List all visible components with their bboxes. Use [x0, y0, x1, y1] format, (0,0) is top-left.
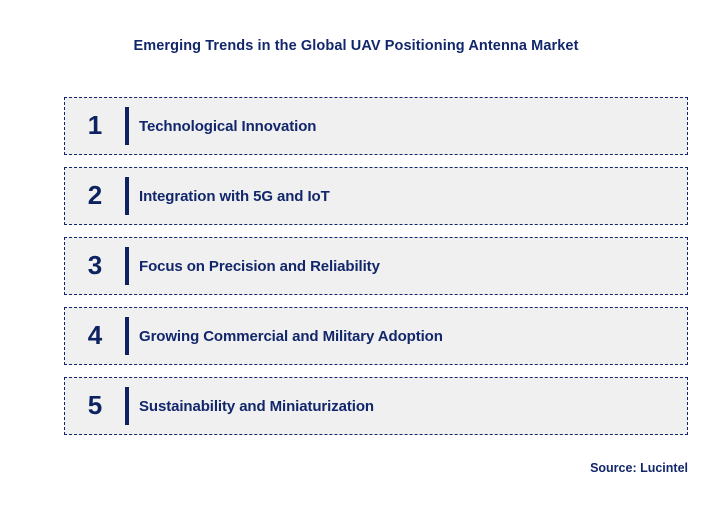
trend-list: 1 Technological Innovation 2 Integration… — [64, 97, 688, 435]
divider-bar — [125, 387, 129, 425]
trend-number: 2 — [87, 180, 103, 210]
list-item: 3 Focus on Precision and Reliability — [64, 237, 688, 295]
trend-number: 4 — [87, 320, 103, 350]
trend-label: Integration with 5G and IoT — [139, 187, 330, 205]
list-item: 5 Sustainability and Miniaturization — [64, 377, 688, 435]
trend-label: Focus on Precision and Reliability — [139, 257, 380, 275]
divider-bar — [125, 177, 129, 215]
trend-number: 5 — [87, 390, 103, 420]
trend-number: 3 — [87, 250, 103, 280]
trend-label: Sustainability and Miniaturization — [139, 397, 374, 415]
page-title: Emerging Trends in the Global UAV Positi… — [133, 38, 579, 54]
divider-bar — [125, 317, 129, 355]
list-item: 1 Technological Innovation — [64, 97, 688, 155]
trend-label: Technological Innovation — [139, 117, 317, 135]
trend-label: Growing Commercial and Military Adoption — [139, 327, 443, 345]
list-item: 2 Integration with 5G and IoT — [64, 167, 688, 225]
divider-bar — [125, 247, 129, 285]
list-item: 4 Growing Commercial and Military Adopti… — [64, 307, 688, 365]
source-attribution: Source: Lucintel — [590, 461, 688, 475]
trend-number: 1 — [87, 110, 103, 140]
divider-bar — [125, 107, 129, 145]
